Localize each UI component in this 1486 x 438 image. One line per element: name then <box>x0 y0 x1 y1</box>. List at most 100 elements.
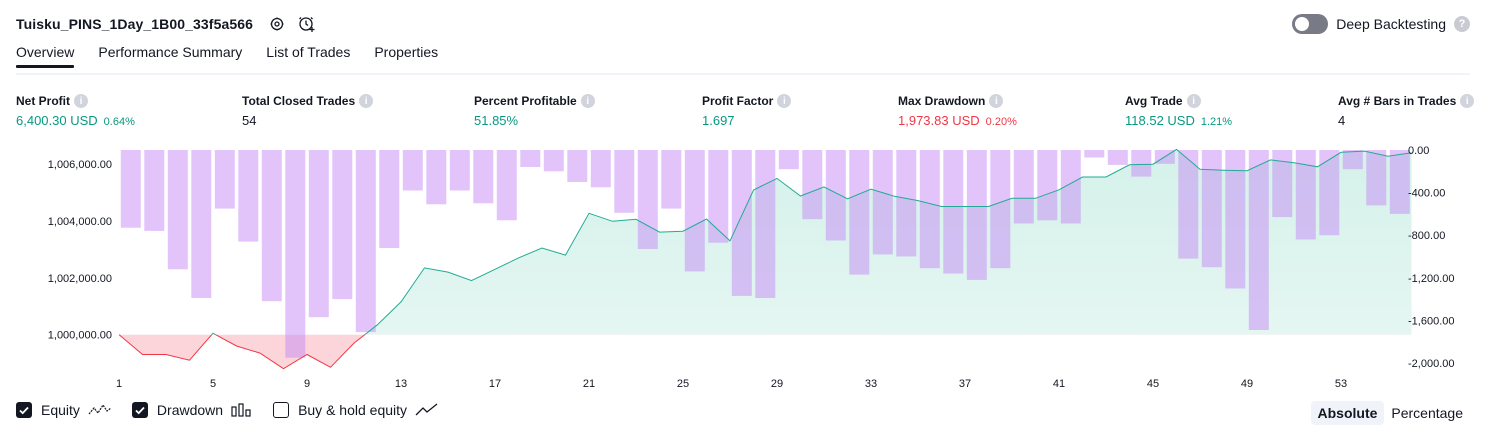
drawdown-bar <box>872 150 893 255</box>
metrics-row: Net Profit i 6,400.30 USD 0.64% Total Clos… <box>0 92 1486 132</box>
equity-checkbox[interactable] <box>16 402 32 418</box>
metric-value: 6,400.30 USD <box>16 113 98 128</box>
right-axis-tick: 0.00 <box>1408 145 1429 157</box>
drawdown-bar <box>308 150 329 318</box>
drawdown-bar <box>402 150 423 191</box>
tab-list-of-trades[interactable]: List of Trades <box>266 44 351 60</box>
info-icon[interactable]: i <box>74 94 88 108</box>
drawdown-bar <box>1248 150 1269 330</box>
drawdown-bar <box>966 150 987 280</box>
metric-value: 4 <box>1338 113 1346 128</box>
equity-line-icon <box>88 403 112 417</box>
metric-value: 118.52 USD <box>1125 113 1195 128</box>
legend-equity[interactable]: Equity <box>16 402 112 418</box>
drawdown-bar <box>825 150 846 241</box>
tabs-divider <box>16 73 1470 75</box>
deep-backtesting-toggle[interactable] <box>1292 14 1329 34</box>
metric-value: 1.697 <box>702 113 735 128</box>
title-row: Tuisku_PINS_1Day_1B00_33f5a566 <box>16 12 317 36</box>
drawdown-bar <box>355 150 376 333</box>
drawdown-bar <box>1013 150 1034 224</box>
drawdown-bar <box>1131 150 1152 177</box>
deep-backtesting: Deep Backtesting ? <box>1292 12 1470 36</box>
buy-hold-checkbox[interactable] <box>273 402 290 418</box>
drawdown-checkbox[interactable] <box>131 402 148 418</box>
strategy-title: Tuisku_PINS_1Day_1B00_33f5a566 <box>16 16 254 32</box>
drawdown-bar <box>1037 150 1058 221</box>
settings-icon[interactable] <box>267 14 287 34</box>
drawdown-bar <box>496 150 517 221</box>
tab-properties[interactable]: Properties <box>374 44 439 60</box>
drawdown-bar <box>1342 150 1363 170</box>
legend-buy-hold[interactable]: Buy & hold equity <box>273 402 439 418</box>
metric-percent: 0.20% <box>985 116 1017 128</box>
drawdown-bar <box>238 150 259 242</box>
metric-percent: 0.64% <box>103 116 135 128</box>
drawdown-bar <box>731 150 752 296</box>
right-axis-tick: -1,600.00 <box>1408 315 1454 327</box>
x-axis-tick: 33 <box>865 378 877 390</box>
x-axis-tick: 13 <box>395 378 407 390</box>
metric-label: Percent Profitable <box>474 94 577 108</box>
drawdown-bar <box>1107 150 1128 165</box>
buy-hold-line-icon <box>415 403 439 417</box>
add-alert-icon[interactable] <box>297 14 317 34</box>
equity-line-below-initial <box>118 334 366 370</box>
x-axis-tick: 37 <box>959 378 971 390</box>
info-icon[interactable]: i <box>580 94 595 108</box>
drawdown-label: Drawdown <box>156 402 224 418</box>
left-axis-tick: 1,006,000.00 <box>48 159 112 171</box>
x-axis-tick: 25 <box>677 378 689 390</box>
drawdown-bar <box>1389 150 1410 214</box>
metric-avg-bars-in-trades: Avg # Bars in Trades i 4 <box>1338 92 1475 128</box>
metric-value: 51.85% <box>474 113 519 128</box>
help-icon[interactable]: ? <box>1454 16 1470 32</box>
toggle-knob <box>1295 17 1310 31</box>
chart-legend: Equity Drawdown Buy & hold equity <box>16 402 459 418</box>
x-axis-tick: 9 <box>304 378 310 390</box>
drawdown-bar <box>426 150 447 205</box>
drawdown-bar <box>849 150 870 275</box>
absolute-button[interactable]: Absolute <box>1310 401 1385 425</box>
drawdown-bar <box>684 150 705 272</box>
drawdown-bar <box>778 150 799 170</box>
x-axis-tick: 21 <box>583 378 595 390</box>
drawdown-bar <box>144 150 165 231</box>
percentage-button[interactable]: Percentage <box>1391 405 1463 421</box>
tab-overview[interactable]: Overview <box>16 44 75 68</box>
legend-drawdown[interactable]: Drawdown <box>131 402 253 418</box>
info-icon[interactable]: i <box>1460 94 1475 108</box>
tab-performance-summary[interactable]: Performance Summary <box>98 44 243 60</box>
left-axis-tick: 1,004,000.00 <box>48 216 112 228</box>
drawdown-bar <box>214 150 235 209</box>
metric-net-profit: Net Profit i 6,400.30 USD 0.64% <box>16 92 135 128</box>
metric-label: Avg # Bars in Trades <box>1338 94 1457 108</box>
x-axis-tick: 41 <box>1053 378 1065 390</box>
metric-max-drawdown: Max Drawdown i 1,973.83 USD 0.20% <box>898 92 1017 128</box>
x-axis-tick: 45 <box>1147 378 1159 390</box>
drawdown-bar <box>614 150 635 213</box>
metric-value: 54 <box>242 113 257 128</box>
drawdown-bar <box>661 150 682 209</box>
equity-drawdown-chart: 1,000,000.00 1,002,000.00 1,004,000.00 1,00… <box>48 145 1455 390</box>
info-icon[interactable]: i <box>989 94 1004 108</box>
metric-percent: 1.21% <box>1200 116 1233 128</box>
metric-label: Net Profit <box>16 94 70 108</box>
info-icon[interactable]: i <box>777 94 792 108</box>
drawdown-bar <box>1295 150 1316 240</box>
drawdown-bar <box>590 150 611 188</box>
metric-label: Profit Factor <box>702 94 774 108</box>
drawdown-bar <box>285 150 306 358</box>
drawdown-bar <box>473 150 494 204</box>
drawdown-bar <box>191 150 212 298</box>
display-mode-switch: Absolute Percentage <box>1310 401 1471 425</box>
info-icon[interactable]: i <box>359 94 374 108</box>
drawdown-bar <box>1178 150 1199 259</box>
info-icon[interactable]: i <box>1186 94 1201 108</box>
tab-bar: Overview Performance Summary List of Tra… <box>16 44 438 68</box>
buy-hold-label: Buy & hold equity <box>298 402 408 418</box>
x-axis-tick: 53 <box>1335 378 1347 390</box>
metric-label: Total Closed Trades <box>242 94 356 108</box>
drawdown-bar <box>120 150 141 228</box>
drawdown-bar <box>896 150 917 257</box>
